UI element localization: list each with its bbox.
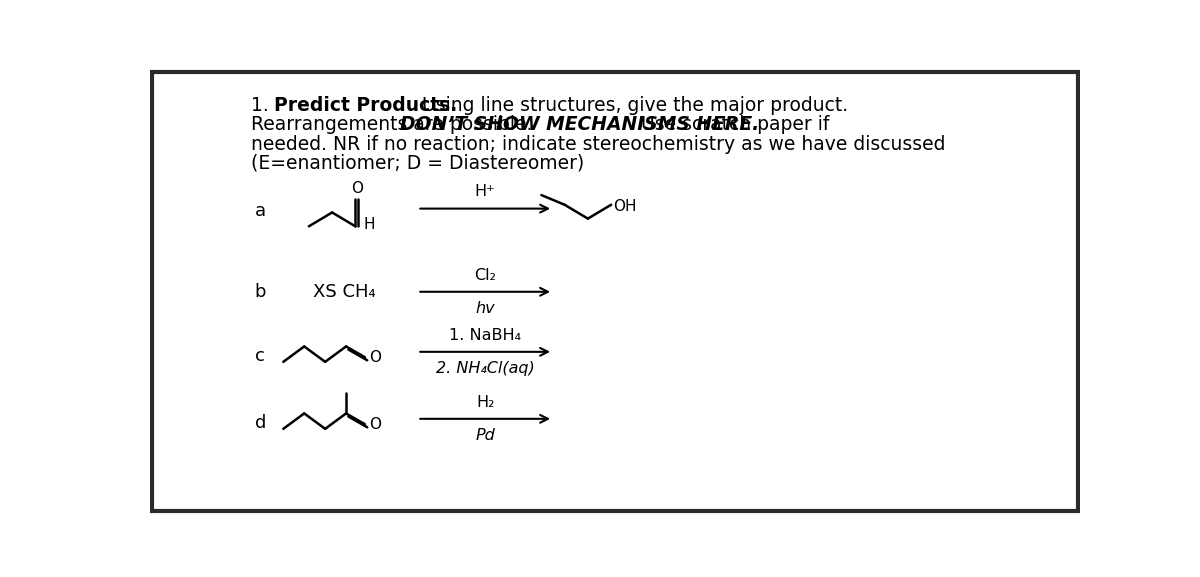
Text: Using line structures, give the major product.: Using line structures, give the major pr… [416,96,848,115]
Text: a: a [254,202,265,220]
Text: 1.: 1. [251,96,269,115]
Text: Cl₂: Cl₂ [474,268,496,283]
Text: Predict Products.: Predict Products. [274,96,457,115]
Text: d: d [254,414,266,432]
Text: O: O [350,181,362,196]
Text: (E=enantiomer; D = Diastereomer): (E=enantiomer; D = Diastereomer) [251,154,584,173]
Text: b: b [254,283,266,301]
Text: H⁺: H⁺ [475,185,496,200]
Text: H₂: H₂ [476,395,494,410]
Text: 1. NaBH₄: 1. NaBH₄ [449,328,521,343]
Text: Use scratch paper if: Use scratch paper if [629,115,829,134]
Text: OH: OH [613,199,637,214]
Text: O: O [368,350,380,365]
Text: DON’T SHOW MECHANISMS HERE.: DON’T SHOW MECHANISMS HERE. [400,115,758,134]
Text: c: c [254,347,264,365]
Text: Pd: Pd [475,428,496,443]
Text: 2. NH₄Cl(aq): 2. NH₄Cl(aq) [436,361,534,376]
Text: H: H [364,218,376,233]
Text: Rearrangements are possible.: Rearrangements are possible. [251,115,544,134]
Text: XS CH₄: XS CH₄ [313,283,376,301]
Text: needed. NR if no reaction; indicate stereochemistry as we have discussed: needed. NR if no reaction; indicate ster… [251,134,946,153]
Text: hv: hv [475,301,496,316]
Text: O: O [368,418,380,433]
